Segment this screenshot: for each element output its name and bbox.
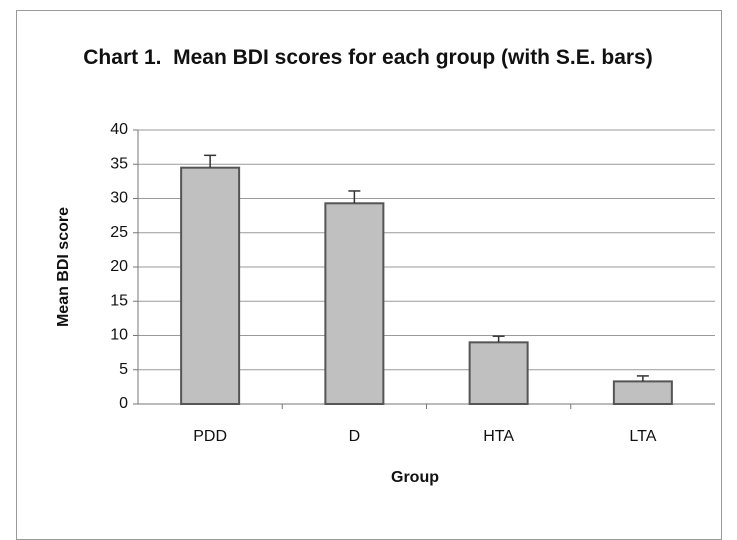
page: Chart 1. Mean BDI scores for each group … — [16, 10, 722, 540]
bar — [468, 341, 529, 406]
y-tick-label: 15 — [110, 292, 128, 309]
y-tick-label: 30 — [110, 190, 128, 207]
y-tick-label: 10 — [110, 327, 128, 344]
x-tick-label: LTA — [629, 428, 656, 445]
y-tick-label: 40 — [110, 121, 128, 138]
y-tick-label: 0 — [119, 395, 128, 412]
chart-title: Chart 1. Mean BDI scores for each group … — [83, 46, 653, 69]
chart: Mean BDI score Group 0 5 10 15 20 25 30 35 40 PDD… — [55, 121, 715, 486]
x-tick-label: D — [349, 428, 361, 445]
y-axis-label: Mean BDI score — [55, 207, 72, 327]
y-tick-label: 25 — [110, 224, 128, 241]
y-tick-label: 35 — [110, 155, 128, 172]
x-axis-label: Group — [391, 469, 439, 486]
bar — [180, 166, 241, 405]
bar — [612, 380, 673, 405]
y-tick-label: 5 — [119, 361, 128, 378]
y-tick-label: 20 — [110, 258, 128, 275]
x-tick-label: HTA — [483, 428, 514, 445]
bar — [324, 202, 385, 405]
x-tick-label: PDD — [193, 428, 227, 445]
